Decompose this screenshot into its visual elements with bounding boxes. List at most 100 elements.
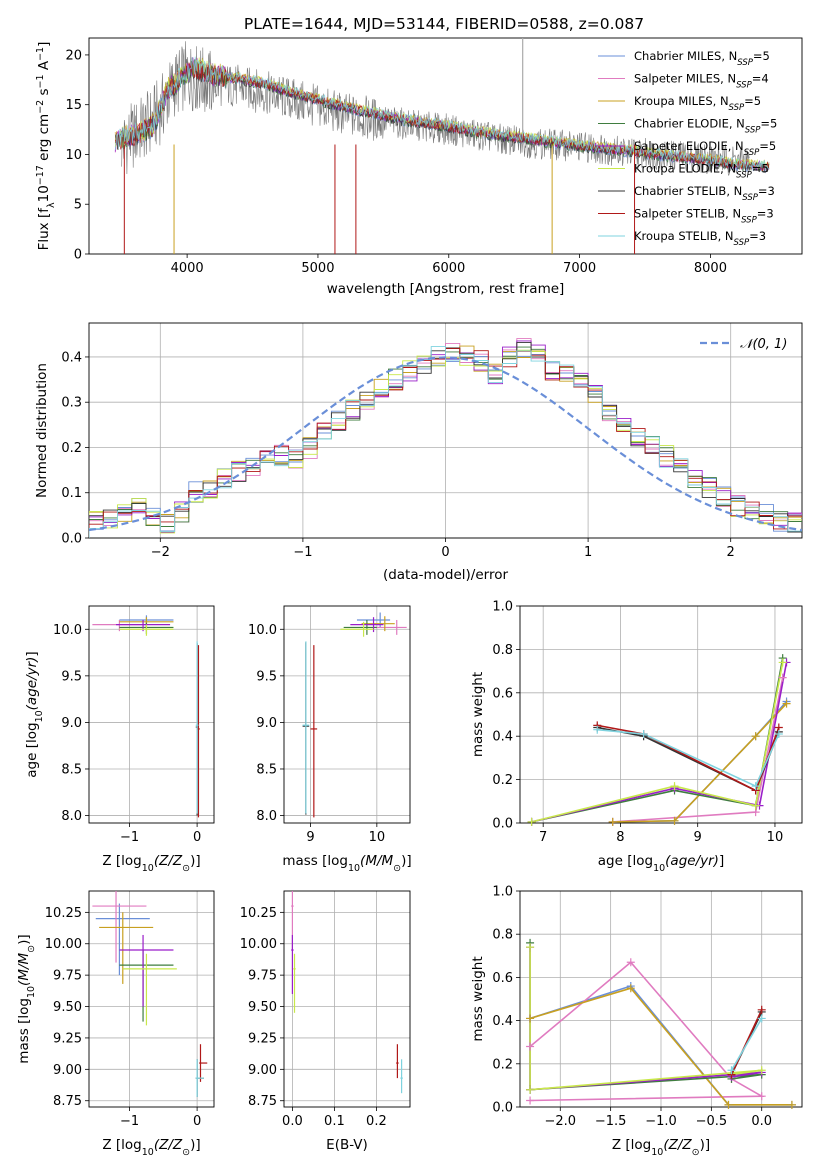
x-axis-label: age [log10(age/yr)] <box>598 853 724 874</box>
weight-point-marker <box>593 725 602 734</box>
y-axis-label: age [log10(age/yr)] <box>24 651 45 777</box>
x-tick-label: 4000 <box>171 261 204 276</box>
weight-series-line <box>597 728 780 788</box>
x-tick-label: −1.5 <box>595 1114 627 1129</box>
x-tick-label: −1 <box>120 830 139 845</box>
legend-entry: Salpeter ELODIE, NSSP=5 <box>634 139 776 158</box>
x-tick-label: 8000 <box>694 261 727 276</box>
normal-curve <box>89 356 802 532</box>
legend-entry: Salpeter STELIB, NSSP=3 <box>634 207 774 226</box>
weight-point-marker <box>526 1042 535 1051</box>
y-tick-label: 5 <box>74 198 82 213</box>
y-tick-label: 0.4 <box>492 1014 513 1029</box>
age-vs-mass-panel: 9 10 8.0 8.5 9.0 9.5 10.0 mass [log10(M/M⊙)] <box>248 605 412 874</box>
spectrum-plot-area <box>114 38 770 254</box>
axes-frame <box>88 890 215 1108</box>
model-spectrum-line <box>114 57 770 172</box>
weight-point-marker <box>751 732 760 741</box>
weight-point-marker <box>782 699 791 708</box>
y-axis-label: mass weight <box>470 956 486 1041</box>
x-tick-label: 0 <box>193 1114 201 1129</box>
figure-title: PLATE=1644, MJD=53144, FIBERID=0588, z=0… <box>244 15 644 33</box>
spectrum-x-label: wavelength [Angstrom, rest frame] <box>327 281 565 297</box>
x-axis-label: E(B-V) <box>326 1137 368 1153</box>
y-tick-label: 9.00 <box>248 1063 277 1078</box>
weight-point-marker <box>757 1014 766 1023</box>
y-tick-label: 10.00 <box>45 937 82 952</box>
x-axis-label: Z [log10(Z/Z⊙)] <box>102 853 200 874</box>
y-axis-label: mass [log10(M/M⊙)] <box>16 934 37 1063</box>
y-tick-label: 9.00 <box>53 1063 82 1078</box>
weight-series-line <box>531 662 784 823</box>
y-tick-label: 15 <box>65 98 82 113</box>
residuals-y-label: Normed distribution <box>34 363 50 498</box>
spectrum-panel: 4000 5000 6000 7000 8000 0 5 10 15 20 wavelength [… <box>35 37 803 297</box>
x-axis-label: mass [log10(M/M⊙)] <box>282 853 411 874</box>
mass-weight-vs-age-panel: 7 8 9 10 0.0 0.2 0.4 0.6 0.8 1.0 age [log10(age/yr… <box>470 600 803 874</box>
x-tick-label: 0.1 <box>324 1114 345 1129</box>
y-tick-label: 0.4 <box>492 730 513 745</box>
axes-frame <box>283 890 411 1108</box>
x-tick-label: 10 <box>767 830 784 845</box>
axes-frame <box>88 37 803 255</box>
x-tick-label: 9 <box>694 830 702 845</box>
y-tick-label: 8.5 <box>256 762 277 777</box>
x-tick-label: 0.0 <box>282 1114 303 1129</box>
weight-point-marker <box>724 1100 733 1109</box>
x-tick-label: −2 <box>151 545 170 560</box>
legend-entry: Kroupa STELIB, NSSP=3 <box>634 229 766 248</box>
weight-point-marker <box>526 943 535 952</box>
x-tick-label: 0.2 <box>366 1114 387 1129</box>
y-tick-label: 9.75 <box>53 969 82 984</box>
legend-entry: Kroupa MILES, NSSP=5 <box>634 94 761 113</box>
weight-series-line <box>529 942 762 1091</box>
legend-entry: Chabrier MILES, NSSP=5 <box>634 49 770 68</box>
legend-entry: Chabrier ELODIE, NSSP=5 <box>634 117 777 136</box>
weight-point-marker <box>787 1100 796 1109</box>
weight-point-marker <box>527 817 536 826</box>
x-tick-label: 10 <box>369 830 386 845</box>
y-tick-label: 1.0 <box>492 885 513 900</box>
y-tick-label: 10.00 <box>240 937 277 952</box>
axes-frame <box>283 605 411 824</box>
weight-series-line <box>597 726 780 792</box>
mass-vs-ebv-plot-area <box>291 891 403 1094</box>
y-tick-label: 0.2 <box>492 1057 513 1072</box>
y-tick-label: 8.75 <box>53 1094 82 1109</box>
weight-point-marker <box>727 1066 736 1075</box>
weight-point-marker <box>757 1066 766 1075</box>
y-tick-label: 8.0 <box>256 809 277 824</box>
y-tick-label: 10.0 <box>248 623 277 638</box>
y-tick-label: 0.1 <box>61 486 82 501</box>
weight-point-marker <box>626 958 635 967</box>
mass-vs-z-panel: −1 0 8.75 9.00 9.25 9.50 9.75 10.00 10.25 Z [log1… <box>16 890 215 1158</box>
weight-series-line <box>730 1009 763 1075</box>
mass-vs-z-plot-area <box>92 891 208 1097</box>
axes-frame <box>88 605 215 824</box>
x-tick-label: −1 <box>293 545 312 560</box>
x-tick-label: −0.5 <box>696 1114 728 1129</box>
weight-point-marker <box>670 816 679 825</box>
weight-point-marker <box>751 801 760 810</box>
y-tick-label: 0.0 <box>492 817 513 832</box>
legend-entry: Kroupa ELODIE, NSSP=5 <box>634 162 769 181</box>
age-vs-mass-plot-area <box>302 612 407 818</box>
y-tick-label: 0.2 <box>61 441 82 456</box>
y-tick-label: 9.0 <box>61 716 82 731</box>
weight-point-marker <box>757 1092 766 1101</box>
y-tick-label: 0.2 <box>492 773 513 788</box>
weight-point-marker <box>639 730 648 739</box>
x-tick-label: 1 <box>584 545 592 560</box>
y-tick-label: 10.0 <box>53 623 82 638</box>
y-tick-label: 9.5 <box>256 669 277 684</box>
weight-point-marker <box>626 984 635 993</box>
y-tick-label: 9.25 <box>53 1031 82 1046</box>
weight-series-line <box>730 1017 763 1071</box>
x-tick-label: 9 <box>306 830 314 845</box>
mass-weight-vs-z-panel: −2.0 −1.5 −1.0 −0.5 0.0 0.0 0.2 0.4 0.6 0.8 1.0 Z [… <box>470 885 803 1158</box>
x-axis-label: Z [log10(Z/Z⊙)] <box>612 1137 710 1158</box>
y-axis-label: mass weight <box>470 672 486 757</box>
legend-entry: Salpeter MILES, NSSP=4 <box>634 72 769 91</box>
mass-vs-ebv-panel: 0.0 0.1 0.2 8.75 9.00 9.25 9.50 9.75 10.00 10.25 E… <box>240 890 411 1153</box>
